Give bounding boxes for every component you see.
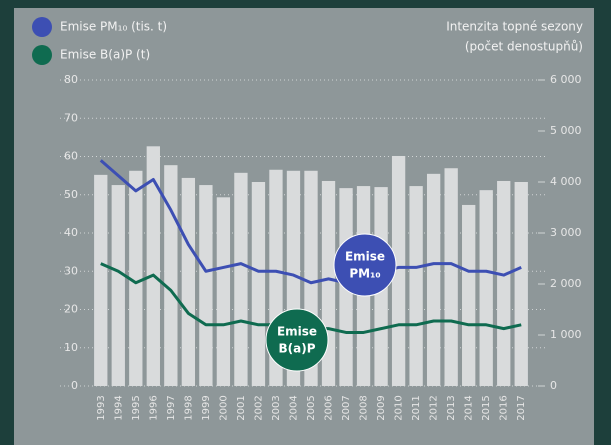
annotation-bubble (265, 308, 329, 372)
bar (181, 177, 196, 386)
x-tick-label: 1998 (183, 395, 194, 420)
y2-axis-label: Intenzita topné sezony (446, 20, 583, 34)
y2-tick-label: 0 (550, 379, 557, 392)
bar (409, 186, 423, 386)
x-tick-label: 2015 (481, 395, 492, 420)
bar (199, 185, 213, 386)
annotation: Emise (345, 250, 385, 264)
x-tick-label: 2011 (411, 395, 422, 420)
legend-label: Emise PM₁₀ (tis. t) (60, 20, 167, 34)
bar (497, 180, 511, 386)
x-tick-label: 2008 (359, 395, 370, 420)
x-tick-label: 2002 (253, 395, 264, 420)
x-tick-label: 2003 (271, 395, 282, 420)
x-tick-label: 1994 (113, 395, 124, 420)
y2-tick-label: 2 000 (550, 277, 582, 290)
bar (129, 170, 143, 386)
x-tick-label: 2010 (394, 395, 405, 420)
y-tick-label: 0 (71, 379, 78, 392)
legend-marker (32, 17, 52, 37)
bar (111, 185, 125, 386)
annotation: PM₁₀ (349, 267, 380, 281)
y2-tick-label: 6 000 (550, 73, 582, 86)
y-tick-label: 70 (64, 111, 78, 124)
y-tick-label: 60 (64, 150, 78, 163)
bar (391, 155, 406, 386)
x-tick-label: 2007 (341, 395, 352, 420)
x-tick-label: 2001 (236, 395, 247, 420)
x-tick-label: 2009 (376, 395, 387, 420)
y-tick-label: 30 (64, 264, 78, 277)
x-tick-label: 2004 (288, 395, 299, 420)
line (99, 159, 522, 285)
bar (146, 146, 160, 386)
x-tick-label: 2013 (446, 395, 457, 420)
bar (462, 204, 476, 386)
y-tick-label: 40 (64, 226, 78, 239)
legend-label: Emise B(a)P (t) (60, 48, 150, 62)
x-tick-label: 1999 (201, 395, 212, 420)
y2-tick-label: 4 000 (550, 175, 582, 188)
x-tick-label: 2012 (429, 395, 440, 420)
x-tick-label: 2017 (516, 395, 527, 420)
y-tick-label: 80 (64, 73, 78, 86)
x-tick-label: 2005 (306, 395, 317, 420)
y-tick-label: 50 (64, 188, 78, 201)
x-tick-label: 1995 (131, 395, 142, 420)
x-tick-label: 1996 (148, 395, 159, 420)
bar (479, 190, 493, 386)
y2-tick-label: 3 000 (550, 226, 582, 239)
x-tick-label: 2006 (324, 395, 335, 420)
y2-tick-label: 5 000 (550, 124, 582, 137)
bar (444, 168, 458, 386)
bar (94, 174, 108, 386)
bar (164, 165, 178, 386)
bar (251, 182, 266, 386)
x-tick-label: 2014 (464, 395, 475, 420)
x-tick-label: 1997 (166, 395, 177, 420)
bar (234, 172, 248, 386)
y-tick-label: 20 (64, 303, 78, 316)
annotation: B(a)P (278, 342, 315, 356)
legend-marker (32, 45, 52, 65)
annotation: Emise (277, 325, 317, 339)
x-tick-label: 2000 (218, 395, 229, 420)
y2-axis-label: (počet denostupňů) (465, 40, 583, 54)
y2-tick-label: 1 000 (550, 328, 582, 341)
x-tick-label: 1993 (96, 395, 107, 420)
x-tick-label: 2016 (499, 395, 510, 420)
annotation-bubble (333, 233, 397, 297)
bar (426, 173, 441, 386)
bar (514, 182, 528, 386)
bar (216, 197, 231, 386)
y-tick-label: 10 (64, 341, 78, 354)
